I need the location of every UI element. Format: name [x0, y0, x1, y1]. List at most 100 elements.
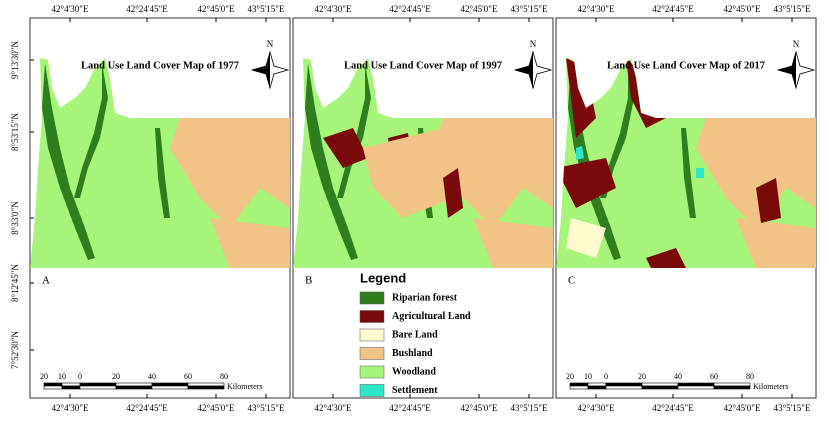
lon-label-top: 43°5'15"E — [248, 4, 285, 14]
legend-label: Riparian forest — [392, 292, 458, 303]
legend-swatch — [360, 348, 384, 360]
legend: Legend Riparian forest Agricultural Land Ba… — [360, 270, 471, 396]
scale-segment — [678, 383, 714, 386]
figure: Land Use Land Cover Map of 1977 A N 42°4'30… — [0, 0, 829, 421]
north-label: N — [530, 39, 537, 49]
land-cover-patch — [696, 168, 704, 178]
lon-label-top: 42°24'45"E — [389, 4, 431, 14]
scale-segment — [152, 386, 188, 389]
scale-segment — [714, 383, 750, 386]
scale-segment — [80, 383, 116, 386]
scale-segment — [570, 383, 588, 386]
legend-label: Woodland — [392, 366, 436, 377]
lat-label: 8°12'45"N — [10, 264, 20, 302]
lat-label: 8°53'15"N — [10, 113, 20, 151]
scale-segment — [714, 386, 750, 389]
lon-label-top: 42°45'0"E — [461, 4, 498, 14]
legend-swatch — [360, 292, 384, 304]
scale-label: 20 — [638, 372, 646, 381]
legend-label: Bare Land — [392, 329, 438, 340]
lon-label-bottom: 42°45'0"E — [461, 403, 498, 413]
lon-label-bottom: 43°5'15"E — [774, 403, 811, 413]
scale-label: 80 — [220, 372, 228, 381]
scale-segment — [116, 386, 152, 389]
legend-swatch — [360, 366, 384, 378]
scale-segment — [44, 383, 62, 386]
legend-label: Agricultural Land — [392, 311, 471, 322]
legend-swatch — [360, 385, 384, 397]
lon-label-bottom: 42°24'45"E — [126, 403, 168, 413]
map-title: Land Use Land Cover Map of 1977 — [81, 60, 239, 71]
scale-label: 40 — [674, 372, 682, 381]
lon-label-bottom: 42°24'45"E — [389, 403, 431, 413]
scale-label: 0 — [604, 372, 608, 381]
north-label: N — [267, 39, 274, 49]
lat-label: 9°13'30"N — [10, 41, 20, 79]
legend-label: Bushland — [392, 348, 433, 359]
scale-segment — [152, 383, 188, 386]
north-label: N — [793, 39, 800, 49]
scale-segment — [642, 386, 678, 389]
lon-label-top: 42°24'45"E — [652, 4, 694, 14]
scale-segment — [116, 383, 152, 386]
lon-label-top: 42°4'30"E — [315, 4, 352, 14]
scale-label: 10 — [58, 372, 66, 381]
map-panel: Land Use Land Cover Map of 2017 C N 42°4'30… — [556, 4, 816, 413]
lon-label-bottom: 43°5'15"E — [248, 403, 285, 413]
panel-letter: A — [42, 275, 50, 287]
north-arrow: N — [515, 39, 551, 88]
map-panel: Land Use Land Cover Map of 1977 A N 42°4'30… — [30, 4, 290, 413]
land-cover-map — [30, 58, 290, 268]
lon-label-bottom: 42°4'30"E — [315, 403, 352, 413]
lon-label-bottom: 42°45'0"E — [198, 403, 235, 413]
scale-label: 20 — [112, 372, 120, 381]
lat-label: 7°52'30"N — [10, 331, 20, 369]
lon-label-top: 42°4'30"E — [52, 4, 89, 14]
scale-segment — [606, 383, 642, 386]
scale-segment — [588, 386, 606, 389]
lon-label-top: 43°5'15"E — [511, 4, 548, 14]
scale-unit: Kilometers — [227, 382, 263, 391]
lon-label-bottom: 42°45'0"E — [724, 403, 761, 413]
scale-segment — [588, 383, 606, 386]
scale-segment — [570, 386, 588, 389]
scale-label: 0 — [78, 372, 82, 381]
scale-segment — [44, 386, 62, 389]
scale-label: 10 — [584, 372, 592, 381]
scale-segment — [678, 386, 714, 389]
panel-letter: B — [305, 275, 312, 287]
north-arrow: N — [778, 39, 814, 88]
lon-label-top: 42°4'30"E — [578, 4, 615, 14]
scale-label: 20 — [566, 372, 574, 381]
lon-label-bottom: 42°4'30"E — [578, 403, 615, 413]
legend-swatch — [360, 311, 384, 323]
lon-label-top: 43°5'15"E — [774, 4, 811, 14]
map-title: Land Use Land Cover Map of 1997 — [344, 60, 502, 71]
scale-label: 60 — [184, 372, 192, 381]
lon-label-bottom: 42°24'45"E — [652, 403, 694, 413]
scale-label: 40 — [148, 372, 156, 381]
scale-segment — [62, 386, 80, 389]
scale-label: 20 — [40, 372, 48, 381]
lon-label-bottom: 42°4'30"E — [52, 403, 89, 413]
scale-segment — [80, 386, 116, 389]
scale-segment — [188, 383, 224, 386]
scale-unit: Kilometers — [753, 382, 789, 391]
scale-segment — [188, 386, 224, 389]
lon-label-top: 42°45'0"E — [198, 4, 235, 14]
north-arrow: N — [252, 39, 288, 88]
legend-label: Settlement — [392, 385, 438, 396]
lon-label-top: 42°45'0"E — [724, 4, 761, 14]
legend-swatch — [360, 329, 384, 341]
map-title: Land Use Land Cover Map of 2017 — [607, 60, 765, 71]
panel-letter: C — [568, 275, 575, 287]
lat-label: 8°33'0"N — [10, 201, 20, 235]
lon-label-bottom: 43°5'15"E — [511, 403, 548, 413]
lon-label-top: 42°24'45"E — [126, 4, 168, 14]
legend-title: Legend — [360, 270, 406, 285]
scale-label: 60 — [710, 372, 718, 381]
scale-label: 80 — [746, 372, 754, 381]
scale-segment — [606, 386, 642, 389]
